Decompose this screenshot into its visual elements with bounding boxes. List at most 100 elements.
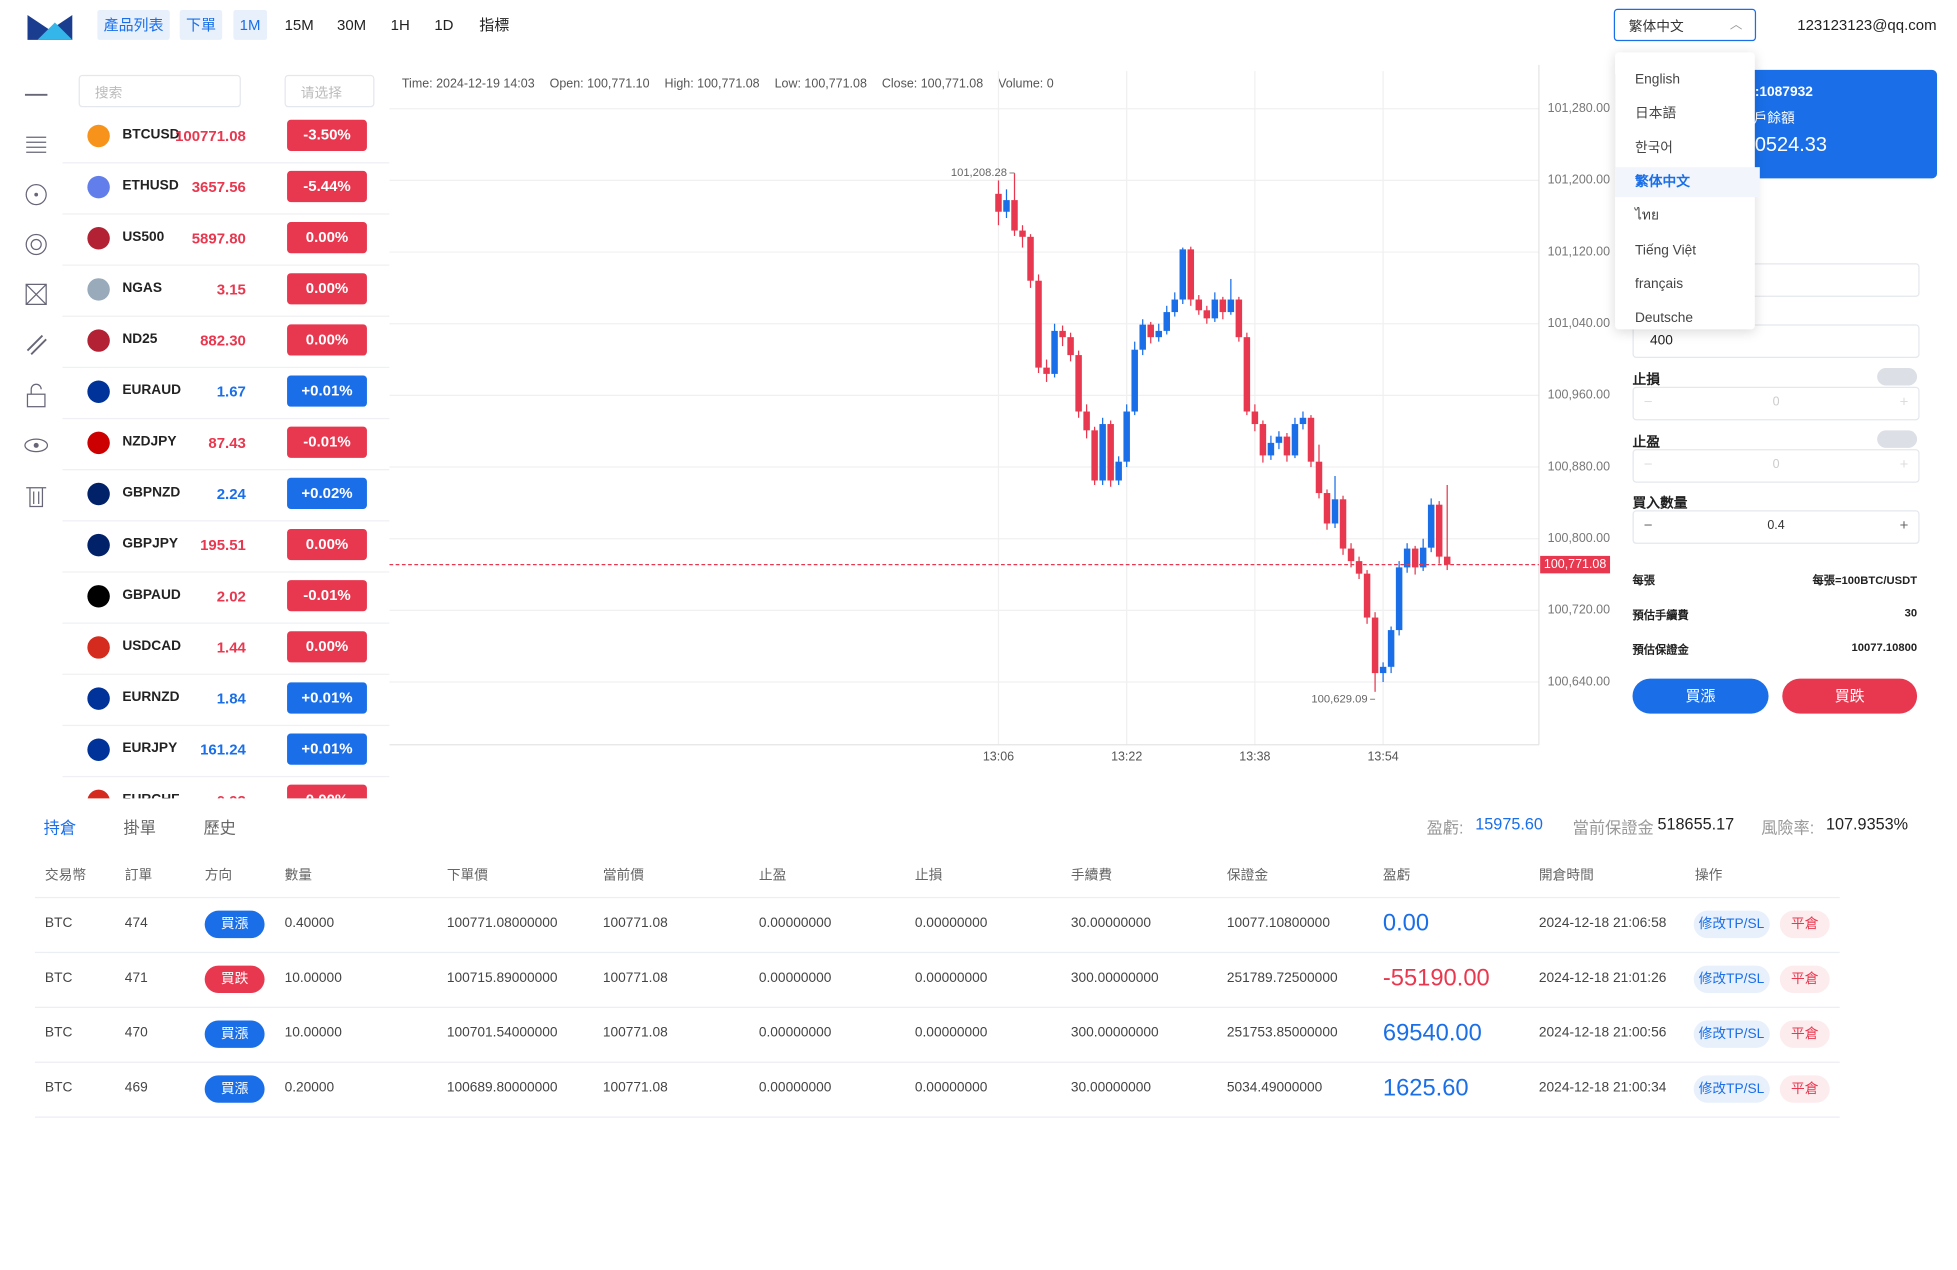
product-symbol: USDCAD [122,638,182,654]
product-row[interactable]: BTCUSD 100771.08 -3.50% [62,111,390,164]
candle-body [1275,436,1283,443]
nav-item[interactable]: 1D [434,16,454,34]
nav-item[interactable]: 30M [336,16,367,34]
tab[interactable]: 掛單 [123,818,157,838]
nav-item[interactable]: 15M [284,16,314,34]
info-value: 每張=100BTC/USDT [1812,573,1918,587]
tool-icon[interactable] [22,281,49,308]
close-button[interactable]: 平倉 [1779,1020,1830,1048]
candle-body [1403,548,1411,568]
product-row[interactable]: GBPAUD 2.02 -0.01% [62,571,390,624]
user-email[interactable]: 123123123@qq.com [1797,16,1937,34]
tool-icon[interactable] [22,432,49,459]
product-row[interactable]: EURNZD 1.84 +0.01% [62,674,390,727]
candle-body [1411,548,1419,568]
tab[interactable]: 持倉 [43,818,77,838]
edit-tpsl-button[interactable]: 修改TP/SL [1693,965,1770,994]
language-option[interactable]: français [1635,276,1684,292]
tool-icon[interactable] [22,181,49,208]
column-header: 方向 [204,868,233,884]
minus: − [1643,516,1653,534]
product-row[interactable]: NZDJPY 87.43 -0.01% [62,418,390,471]
language-option[interactable]: 繁体中文 [1615,167,1760,197]
tool-icon[interactable] [22,131,49,158]
column-header: 手續費 [1070,868,1113,884]
language-select[interactable]: 繁体中文 ︿ [1613,8,1757,42]
product-price: 87.43 [208,434,246,452]
column-header: 保證金 [1226,868,1269,884]
x-tick-label: 13:22 [1111,750,1142,764]
summary-risk: 107.9353% [1825,814,1909,834]
search-input[interactable]: 搜索 [78,74,241,108]
language-option[interactable]: 한국어 [1635,140,1673,156]
chart-info: High: 100,771.08 [664,77,760,92]
product-price: 100771.08 [175,127,246,145]
language-option[interactable]: Tiếng Việt [1635,242,1697,258]
product-icon [87,636,110,659]
product-row[interactable]: ETHUSD 3657.56 -5.44% [62,162,390,215]
row-line [34,1006,1840,1008]
product-row[interactable]: EURJPY 161.24 +0.01% [62,725,390,778]
cell: 471 [124,970,148,986]
product-row[interactable]: GBPJPY 195.51 0.00% [62,520,390,573]
cell: 100689.80000000 [446,1080,558,1096]
tool-icon[interactable] [22,331,49,358]
form-label: 止損 [1632,373,1660,388]
y-tick-label: 101,040.00 [1548,316,1610,330]
product-icon [87,329,110,352]
product-row[interactable]: EURAUD 1.67 +0.01% [62,367,390,420]
product-row[interactable]: US500 5897.80 0.00% [62,213,390,266]
candle-body [1387,630,1395,667]
close-button[interactable]: 平倉 [1779,965,1830,994]
nav-item[interactable]: 產品列表 [97,9,170,40]
nav-item[interactable]: 下單 [179,9,223,40]
leverage-select[interactable]: 400 [1632,324,1920,359]
product-icon [87,278,110,301]
product-row[interactable]: GBPNZD 2.24 +0.02% [62,469,390,522]
logo[interactable] [27,12,73,42]
product-change: 0.00% [287,528,367,561]
tool-icon[interactable] [22,81,49,108]
candle-body [1427,504,1435,548]
number-input[interactable]: − 0 + [1632,386,1920,421]
close-button[interactable]: 平倉 [1779,910,1830,939]
plus: + [1899,455,1909,473]
edit-tpsl-button[interactable]: 修改TP/SL [1693,1075,1770,1103]
toggle[interactable] [1877,368,1918,386]
language-option[interactable]: Deutsche [1635,310,1694,326]
candle-body [1155,330,1162,338]
profit-loss: 0.00 [1382,910,1430,937]
buy-down-button[interactable]: 買跌 [1782,678,1918,714]
product-icon [87,533,110,557]
edit-tpsl-button[interactable]: 修改TP/SL [1693,1020,1770,1048]
edit-tpsl-button[interactable]: 修改TP/SL [1693,910,1770,939]
cell: BTC [44,970,73,986]
language-option[interactable]: ไทย [1635,208,1660,224]
product-row[interactable]: NGAS 3.15 0.00% [62,264,390,317]
product-row[interactable]: EURCHF 0.93 0.00% [62,776,389,799]
tool-icon[interactable] [22,382,49,409]
buy-up-button[interactable]: 買漲 [1632,678,1769,714]
y-tick-label: 100,720.00 [1548,603,1610,617]
language-option[interactable]: English [1635,72,1681,88]
product-row[interactable]: USDCAD 1.44 0.00% [62,623,390,675]
nav-item[interactable]: 1H [390,16,410,34]
product-price: 3.15 [216,280,246,299]
tool-icon[interactable] [22,231,49,258]
toggle[interactable] [1877,430,1918,448]
tab[interactable]: 歷史 [203,818,236,838]
plus: + [1899,392,1909,411]
product-row[interactable]: ND25 882.30 0.00% [62,316,390,369]
number-input[interactable]: − 0 + [1632,449,1920,483]
filter-select[interactable]: 请选择 [284,74,375,108]
nav-item[interactable]: 1M [233,9,267,40]
candle-body [1315,461,1323,494]
tool-icon[interactable] [22,482,49,509]
candle-body [1043,367,1050,374]
product-change: -3.50% [287,119,367,151]
language-option[interactable]: 日本語 [1635,106,1677,122]
nav-item[interactable]: 指標 [479,16,510,34]
number-input[interactable]: − 0.4 + [1632,510,1920,544]
close-button[interactable]: 平倉 [1779,1075,1830,1103]
cell: 100771.08 [602,970,668,986]
